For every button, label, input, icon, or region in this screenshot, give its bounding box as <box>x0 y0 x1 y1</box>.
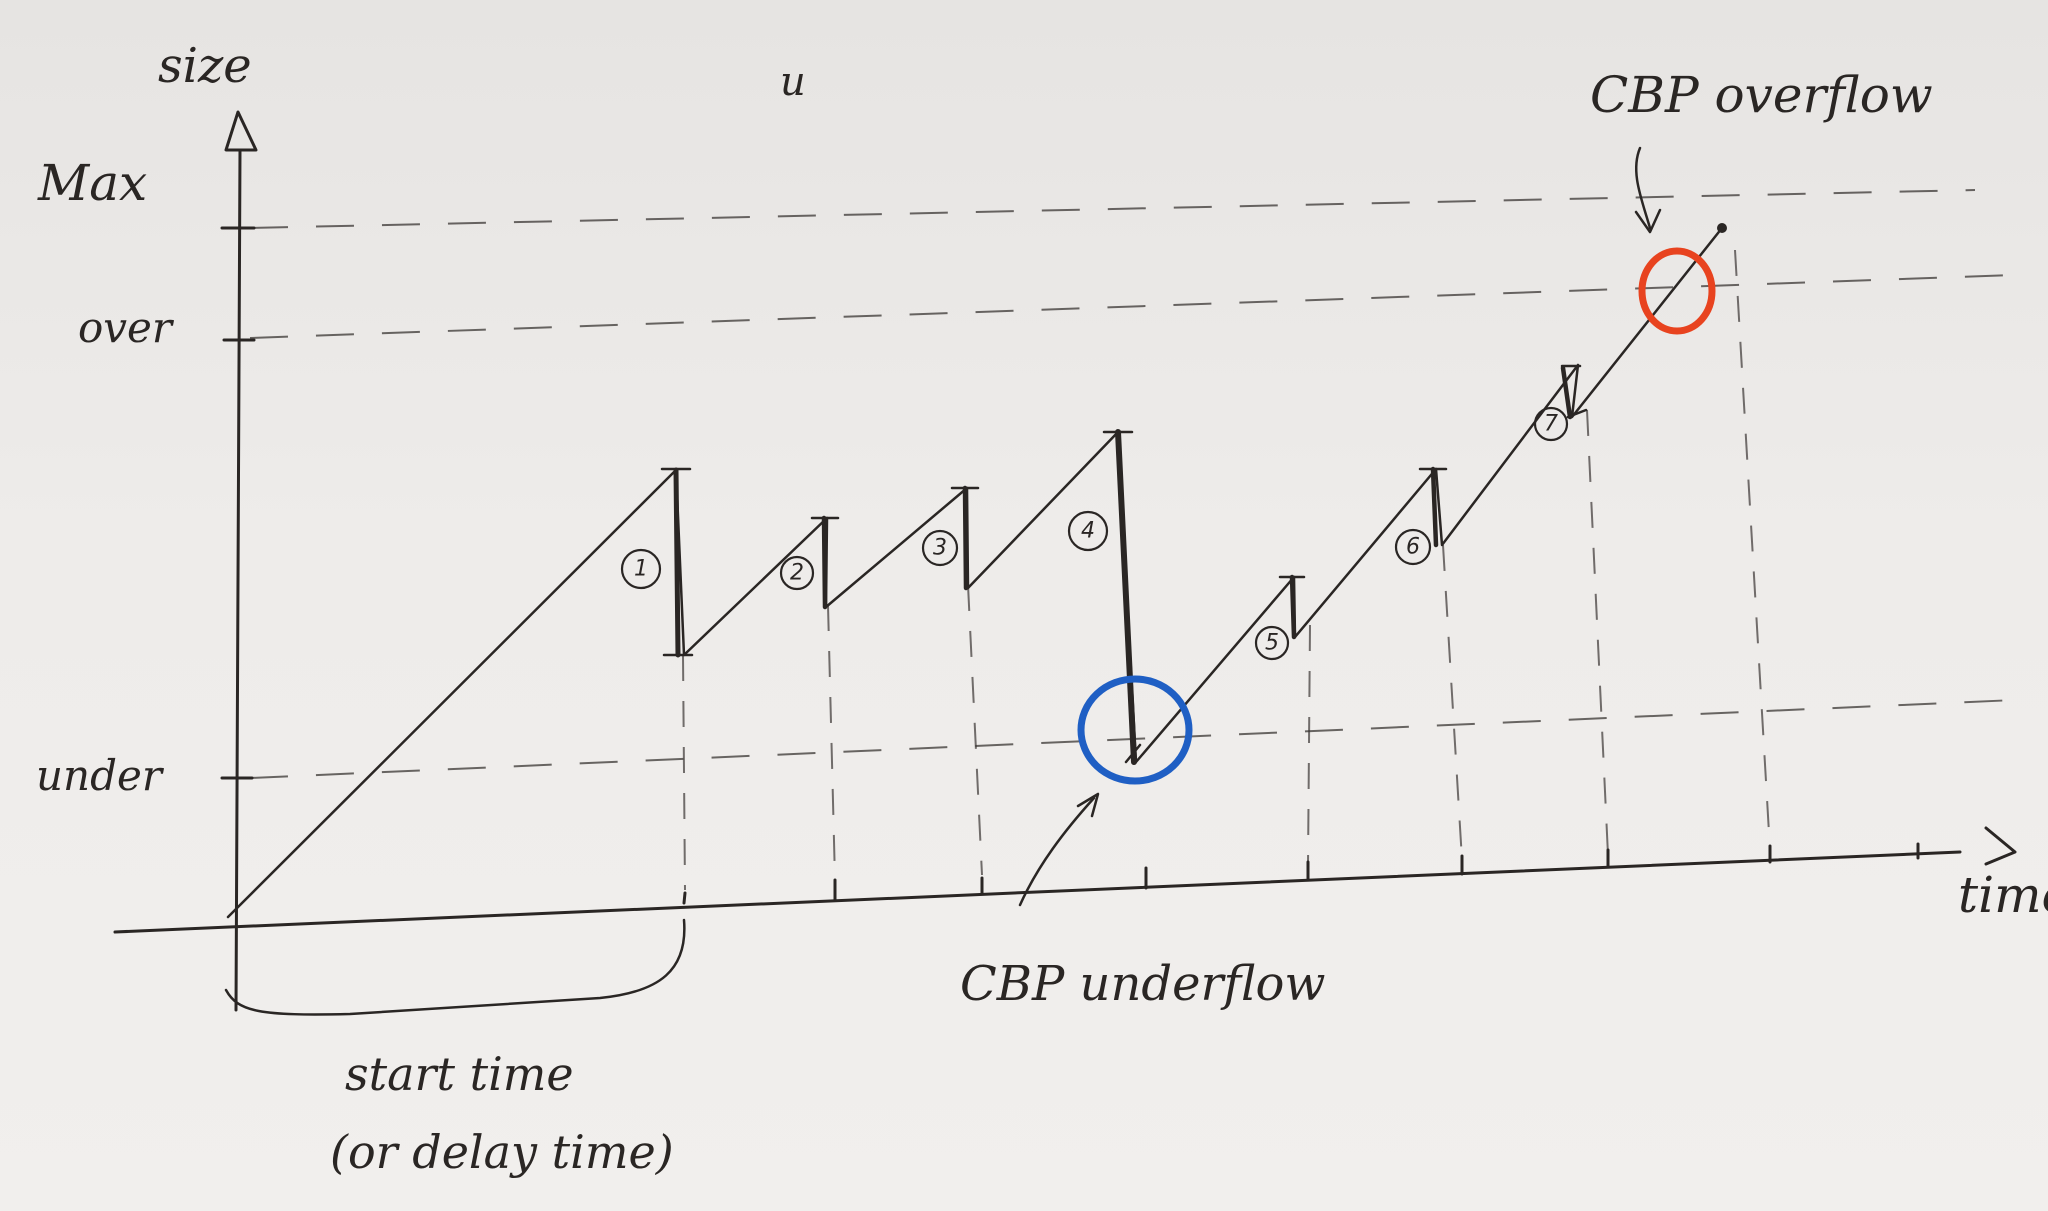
step-number-6: 6 <box>1406 535 1420 560</box>
y-axis-arrow <box>224 110 258 152</box>
y-axis <box>234 148 242 1012</box>
x-axis-ticks <box>682 842 1920 905</box>
step-number-3: 3 <box>933 536 947 561</box>
step-marker-6 <box>1394 528 1432 566</box>
step-markers: 1 2 3 4 5 6 7 <box>620 406 1569 661</box>
underflow-circle <box>1077 675 1193 785</box>
start-time-label: start time <box>345 1047 574 1101</box>
vertical-guides <box>682 249 1771 891</box>
over-guide-line <box>249 274 2016 339</box>
max-guide-line <box>249 189 1976 229</box>
step-marker-2 <box>779 555 815 591</box>
step-number-5: 5 <box>1265 631 1279 656</box>
y-axis-label: size <box>158 38 252 94</box>
step-marker-3 <box>921 529 959 567</box>
level-label-over: over <box>78 303 175 352</box>
level-label-under: under <box>36 751 165 800</box>
y-axis-ticks <box>220 226 256 780</box>
overflow-label: CBP overflow <box>1590 66 1933 124</box>
overflow-circle <box>1638 247 1716 335</box>
step-number-4: 4 <box>1081 519 1095 544</box>
x-axis <box>113 850 1962 934</box>
step-marker-4 <box>1067 510 1109 552</box>
overflow-pointer <box>1634 146 1652 230</box>
level-label-max: Max <box>37 154 147 212</box>
step-number-1: 1 <box>634 557 648 582</box>
step-marker-7 <box>1533 406 1569 442</box>
end-point-dot <box>1717 223 1727 233</box>
delay-time-label: (or delay time) <box>330 1125 674 1179</box>
x-axis-label: time <box>1958 866 2048 924</box>
underflow-pointer <box>1018 796 1096 907</box>
step-number-7: 7 <box>1544 412 1558 437</box>
frame-removal-drops <box>660 364 1588 765</box>
stray-mark: u <box>780 59 806 105</box>
step-marker-1 <box>620 548 662 590</box>
step-marker-5 <box>1254 625 1290 661</box>
start-time-brace <box>224 918 686 1016</box>
underflow-label: CBP underflow <box>960 956 1325 1012</box>
x-axis-arrow <box>1984 826 2017 866</box>
step-number-2: 2 <box>790 561 804 586</box>
